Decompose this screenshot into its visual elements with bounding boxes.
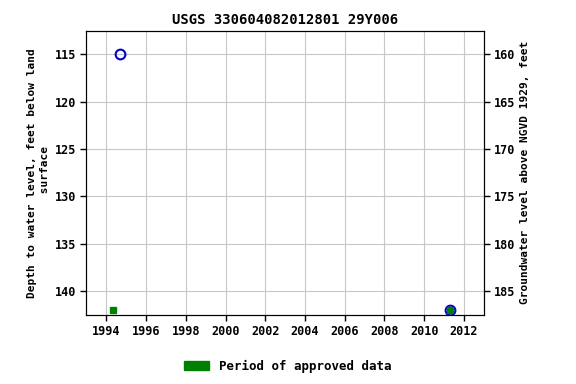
Legend: Period of approved data: Period of approved data (179, 355, 397, 378)
Title: USGS 330604082012801 29Y006: USGS 330604082012801 29Y006 (172, 13, 398, 27)
Y-axis label: Groundwater level above NGVD 1929, feet: Groundwater level above NGVD 1929, feet (520, 41, 530, 305)
Y-axis label: Depth to water level, feet below land
 surface: Depth to water level, feet below land su… (27, 48, 51, 298)
